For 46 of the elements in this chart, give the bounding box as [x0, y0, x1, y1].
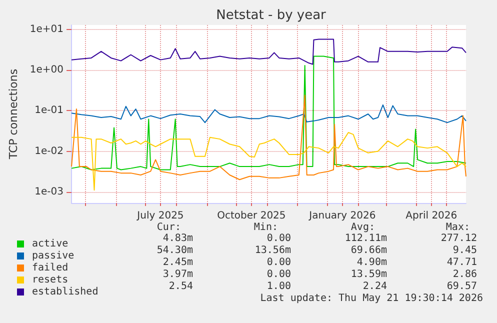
- text: 0.00: [266, 233, 291, 245]
- text: 13.59m: [350, 269, 387, 281]
- text: 1.00: [266, 281, 291, 293]
- text: 277.12: [440, 233, 477, 245]
- x-tick-label: October 2025: [217, 210, 286, 222]
- text: 69.57: [446, 281, 477, 293]
- y-tick-label: 1e-03: [34, 186, 64, 198]
- text: Last update: Thu May 21 19:30:14 2026: [260, 293, 483, 305]
- text: 2.45m: [162, 257, 193, 269]
- text: 2.86: [452, 269, 477, 281]
- text: 9.45: [452, 245, 477, 257]
- text: Min:: [254, 222, 278, 234]
- text: Cur:: [156, 222, 181, 234]
- x-tick-label: July 2025: [136, 210, 184, 222]
- text: 54.30m: [156, 245, 193, 257]
- legend-label: resets: [32, 274, 68, 286]
- line-series: [71, 94, 466, 180]
- chart-title: Netstat - by year: [216, 8, 327, 23]
- text: 13.56m: [254, 245, 291, 257]
- text: 47.71: [446, 257, 477, 269]
- line-series: [71, 56, 466, 170]
- line-series: [71, 104, 466, 124]
- text: Avg:: [350, 222, 375, 234]
- y-tick-label: 1e+00: [30, 64, 64, 76]
- text: 4.83m: [162, 233, 193, 245]
- text: 2.54: [168, 281, 193, 293]
- legend-label: active: [32, 238, 68, 250]
- legend-label: passive: [32, 250, 74, 262]
- x-tick-label: April 2026: [406, 210, 458, 222]
- text: 112.11m: [344, 233, 387, 245]
- text: 69.66m: [350, 245, 387, 257]
- y-tick-label: 1e+01: [30, 24, 64, 36]
- line-series: [71, 132, 466, 191]
- text: Max:: [446, 222, 470, 234]
- line-series: [71, 38, 466, 65]
- text: 4.90m: [356, 257, 387, 269]
- text: 0.00: [266, 269, 291, 281]
- text: 2.24: [362, 281, 387, 293]
- x-tick-label: January 2026: [308, 210, 376, 222]
- y-tick-label: 1e-02: [34, 146, 64, 157]
- legend-label: failed: [32, 262, 68, 274]
- text: 0.00: [266, 257, 291, 269]
- text: 3.97m: [162, 269, 193, 281]
- legend-label: established: [32, 286, 98, 298]
- y-tick-label: 1e-01: [34, 105, 64, 116]
- y-axis-title: TCP connections: [7, 68, 20, 160]
